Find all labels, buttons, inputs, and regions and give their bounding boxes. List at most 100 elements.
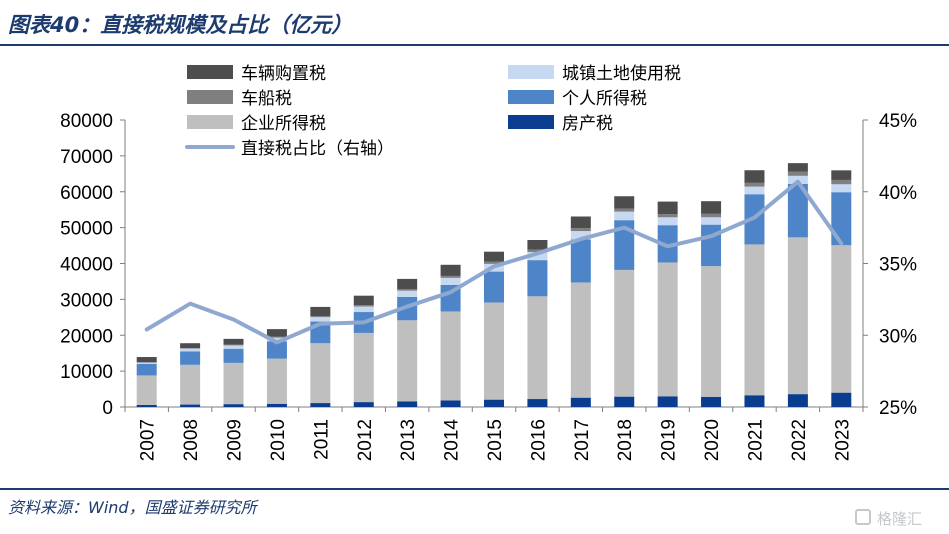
bar-segment [223, 362, 244, 405]
x-axis-tick-label: 2007 [138, 419, 159, 461]
left-axis-tick-label: 0 [102, 398, 113, 419]
legend-swatch [187, 90, 233, 104]
bar-segment [440, 277, 461, 285]
bar-segment [701, 266, 722, 397]
legend-label: 个人所得税 [562, 89, 647, 109]
watermark-label: 格隆汇 [877, 510, 923, 528]
bar-segment [397, 278, 418, 290]
x-axis-tick-label: 2014 [442, 419, 463, 462]
bar-segment [701, 396, 722, 407]
bar-segment [136, 404, 157, 407]
right-axis-tick-label: 35% [879, 255, 917, 276]
bar-segment [831, 192, 852, 246]
left-axis-tick-label: 70000 [60, 147, 113, 168]
bar-segment [484, 251, 504, 262]
bar-segment [484, 302, 504, 400]
bar-segment [180, 348, 201, 349]
bar-segment [180, 343, 201, 349]
right-axis-tick-label: 30% [879, 326, 917, 347]
bar-segment [397, 289, 418, 291]
bar-segment [180, 348, 201, 352]
bar-segment [310, 316, 331, 318]
x-axis-tick-label: 2019 [659, 419, 680, 461]
legend-swatch [187, 115, 233, 129]
bar-segment [744, 395, 765, 407]
bar-segment [310, 403, 331, 407]
bar-segment [657, 262, 678, 397]
bar-segment [657, 214, 678, 218]
left-axis-tick-label: 40000 [60, 255, 113, 276]
bar-segment [440, 264, 461, 276]
left-axis-tick-label: 60000 [60, 183, 113, 204]
source-note: 资料来源：Wind，国盛证券研究所 [8, 498, 257, 517]
left-axis-tick-label: 50000 [60, 219, 113, 240]
bar-segment [223, 344, 244, 346]
right-axis-tick-label: 40% [879, 183, 917, 204]
bar-segment [744, 170, 765, 183]
left-axis-tick-label: 20000 [60, 326, 113, 347]
bar-segment [570, 397, 591, 407]
x-axis-tick-label: 2008 [181, 419, 202, 461]
left-axis-tick-label: 10000 [60, 362, 113, 383]
bar-segment [397, 290, 418, 297]
bar-segment [657, 201, 678, 215]
bar-segment [701, 213, 722, 218]
x-axis-tick-label: 2012 [355, 419, 376, 461]
x-axis-tick-label: 2023 [832, 419, 853, 461]
title-divider [0, 44, 949, 46]
bar-segment [266, 337, 287, 342]
footer-divider [0, 488, 949, 490]
bar-segment [136, 363, 157, 376]
title-bar: 图表40：直接税规模及占比（亿元） [0, 0, 949, 44]
bar-segment [223, 348, 244, 363]
bar-segment [310, 306, 331, 317]
bar-segment [180, 364, 201, 405]
left-axis-tick-label: 30000 [60, 290, 113, 311]
bar-segment [353, 305, 374, 307]
watermark: 格隆汇 [855, 507, 939, 529]
bar-segment [527, 399, 548, 407]
x-axis-tick-label: 2017 [572, 419, 593, 461]
bar-segment [831, 392, 852, 407]
bar-segment [570, 228, 591, 232]
legend-label: 车船税 [241, 89, 292, 109]
bar-segment [831, 245, 852, 393]
bar-segment [397, 401, 418, 407]
x-axis-tick-label: 2009 [225, 419, 246, 461]
chart-area: 0 10000 20000 30000 40000 50000 60000 70000 8000… [60, 63, 917, 462]
watermark-logo-icon [855, 509, 871, 525]
bar-segment [701, 224, 722, 267]
bar-segment [701, 217, 722, 225]
legend-swatch [187, 65, 233, 79]
bar-segment [266, 329, 287, 337]
legend-label: 房产税 [562, 114, 613, 134]
bar-segment [787, 394, 808, 407]
bar-segment [136, 357, 157, 363]
bar-segment [484, 271, 504, 303]
bar-segment [831, 184, 852, 193]
bar-segment [397, 320, 418, 402]
bar-segment [266, 403, 287, 407]
x-axis-tick-label: 2018 [615, 419, 636, 461]
bar-segment [310, 317, 331, 322]
bar-segment [527, 252, 548, 261]
bar-segment [614, 220, 635, 270]
bar-segment [310, 343, 331, 404]
bar-segment [527, 240, 548, 250]
bar-segment [136, 375, 157, 405]
bar-segment [440, 311, 461, 401]
left-axis-tick-label: 80000 [60, 111, 113, 132]
bar-segment [440, 400, 461, 407]
x-axis-tick-label: 2011 [311, 419, 332, 460]
right-axis-tick-label: 25% [879, 398, 917, 419]
x-axis-tick-label: 2010 [268, 419, 289, 461]
bar-segment [266, 341, 287, 359]
chart-figure-title: 图表40：直接税规模及占比（亿元） [8, 13, 353, 37]
bar-segment [787, 163, 808, 172]
bar-segment [136, 362, 157, 364]
legend-swatch [508, 90, 554, 104]
bar-segment [744, 186, 765, 195]
bar-segment [266, 336, 287, 338]
x-axis-tick-label: 2015 [485, 419, 506, 461]
legend-label: 直接税占比（右轴） [241, 139, 394, 159]
